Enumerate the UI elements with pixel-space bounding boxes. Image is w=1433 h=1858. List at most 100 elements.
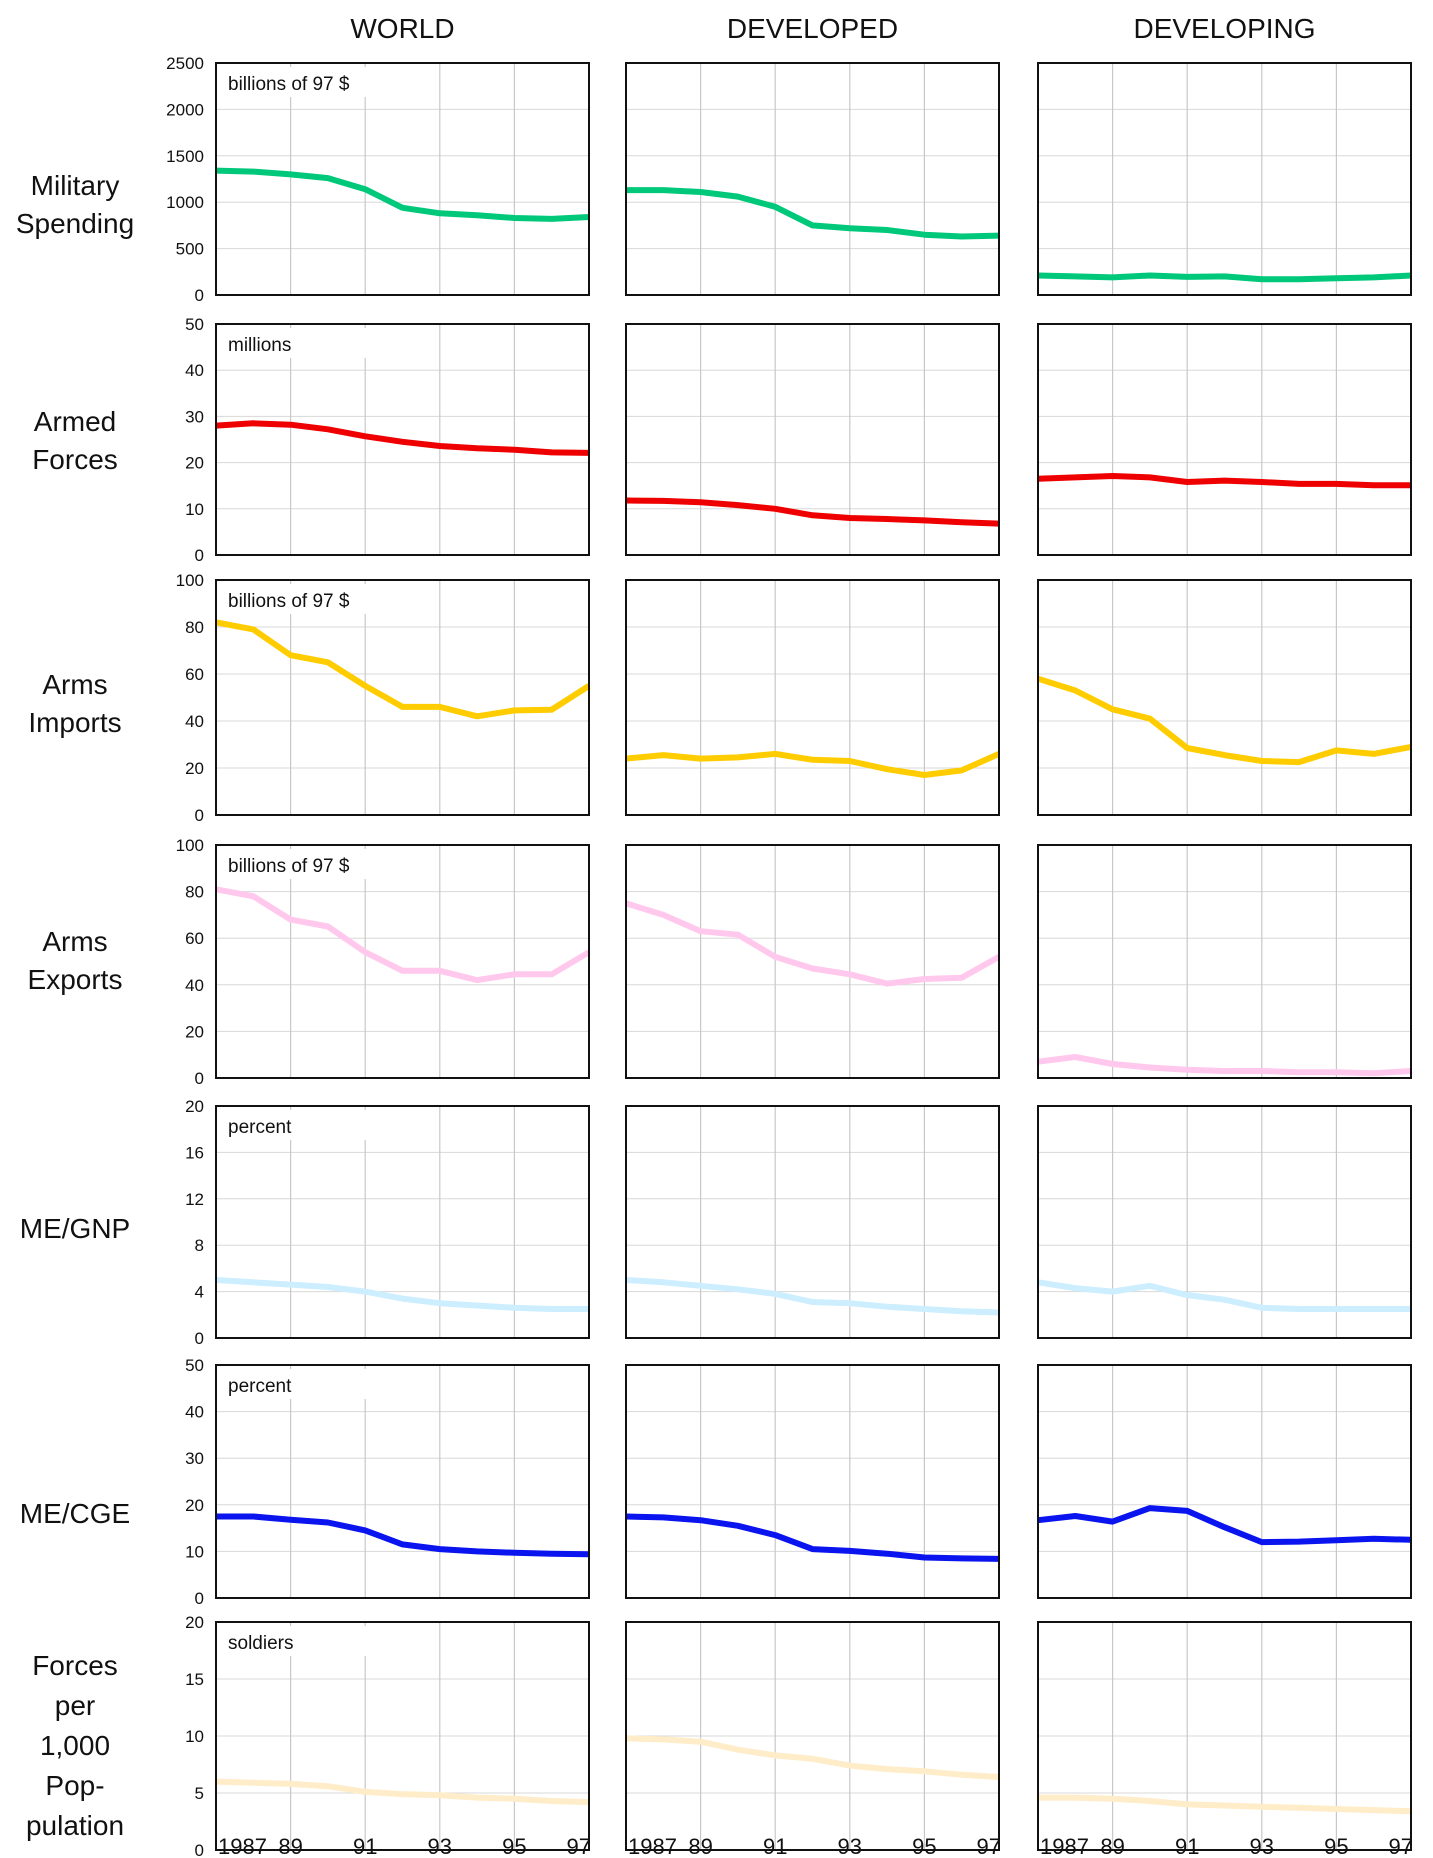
x-tick-label: 95 [1324, 1834, 1348, 1858]
panel-frame [215, 1105, 590, 1339]
unit-label: billions of 97 $ [228, 74, 350, 95]
unit-label-bg [220, 584, 380, 614]
x-tick-label: 97 [977, 1834, 1001, 1858]
x-tick-label: 89 [1100, 1834, 1124, 1858]
row-label-military-spending: Military Spending [16, 170, 134, 239]
panel-frame [215, 1621, 590, 1851]
series-line-arms-exports-world [215, 886, 591, 984]
y-tick-label: 50 [185, 315, 204, 334]
y-tick-label: 80 [185, 883, 204, 902]
y-tick-label: 5 [195, 1784, 204, 1803]
panel-arms-exports-developed [625, 844, 1001, 1079]
y-tick-label: 10 [185, 1542, 204, 1561]
y-tick-label: 10 [185, 500, 204, 519]
series-line-armed-forces-developed [625, 497, 1000, 527]
x-tick-label: 95 [912, 1834, 936, 1858]
panel-frame [215, 323, 590, 556]
panel-frame [1037, 1364, 1412, 1599]
panel-arms-imports-developed [625, 579, 1001, 816]
panel-me-gnp-world: percent [215, 1105, 590, 1339]
x-tick-label: 93 [838, 1834, 862, 1858]
unit-label: billions of 97 $ [228, 856, 350, 877]
series-line-arms-imports-developing [1037, 675, 1412, 766]
series-line-military-spending-developing [1037, 272, 1412, 283]
y-tick-label: 2500 [166, 54, 204, 73]
y-tick-label: 2000 [166, 100, 204, 119]
unit-label: percent [228, 1376, 292, 1397]
y-tick-label: 100 [176, 571, 204, 590]
series-line-forces-per-1-000-pop-ulation-developing [1038, 1794, 1412, 1815]
panel-military-spending-developing [1037, 62, 1412, 296]
panel-me-gnp-developing [1037, 1105, 1412, 1339]
panel-armed-forces-developing [1037, 323, 1412, 556]
panel-military-spending-developed [625, 62, 1000, 296]
x-tick-label: 93 [428, 1834, 452, 1858]
y-tick-label: 50 [185, 1356, 204, 1375]
x-tick-label: 89 [278, 1834, 302, 1858]
y-tick-label: 20 [185, 1613, 204, 1632]
series-line-military-spending-developed [626, 187, 1000, 240]
y-tick-label: 60 [185, 929, 204, 948]
series-line-me-cge-developing [1037, 1505, 1412, 1546]
row-label-arms-imports: Arms Imports [28, 669, 121, 738]
y-tick-label: 80 [185, 618, 204, 637]
y-tick-label: 16 [185, 1143, 204, 1162]
y-tick-label: 0 [195, 1841, 204, 1858]
y-tick-label: 0 [195, 286, 204, 305]
panel-frame [215, 1364, 590, 1599]
y-tick-label: 1000 [166, 193, 204, 212]
x-tick-label: 93 [1250, 1834, 1274, 1858]
series-line-forces-per-1-000-pop-ulation-world [215, 1778, 590, 1806]
series-line-military-spending-world [215, 167, 590, 222]
y-tick-label: 20 [185, 454, 204, 473]
column-header-world: WORLD [350, 13, 454, 44]
panel-me-gnp-developed [625, 1105, 1000, 1339]
unit-label-bg [220, 1110, 380, 1140]
y-tick-label: 60 [185, 665, 204, 684]
y-tick-label: 0 [195, 546, 204, 565]
panel-arms-imports-developing [1037, 579, 1412, 816]
panel-me-cge-world: percent [215, 1364, 590, 1599]
y-tick-label: 4 [195, 1283, 204, 1302]
x-tick-label: 89 [688, 1834, 712, 1858]
y-tick-label: 12 [185, 1190, 204, 1209]
panel-frame [1037, 579, 1412, 816]
y-tick-label: 0 [195, 1069, 204, 1088]
x-tick-label: 97 [1389, 1834, 1413, 1858]
y-tick-label: 100 [176, 836, 204, 855]
row-label-arms-exports: Arms Exports [28, 926, 123, 995]
panel-frame [625, 323, 1000, 556]
y-tick-label: 0 [195, 1589, 204, 1608]
series-line-me-cge-developed [625, 1513, 1000, 1562]
y-tick-label: 30 [185, 407, 204, 426]
row-label-me-cge: ME/CGE [20, 1498, 130, 1529]
y-tick-label: 0 [195, 1329, 204, 1348]
x-tick-label: 1987 [628, 1834, 677, 1858]
y-tick-label: 20 [185, 1097, 204, 1116]
y-tick-label: 10 [185, 1727, 204, 1746]
unit-label: percent [228, 1117, 292, 1138]
y-tick-label: 30 [185, 1449, 204, 1468]
y-tick-label: 0 [195, 806, 204, 825]
panel-armed-forces-world: millions [215, 323, 590, 556]
series-line-me-gnp-developing [1037, 1279, 1411, 1312]
x-tick-label: 91 [353, 1834, 377, 1858]
unit-label: billions of 97 $ [228, 591, 350, 612]
y-tick-label: 20 [185, 1022, 204, 1041]
series-line-arms-imports-developed [625, 750, 1001, 778]
panel-frame [1037, 1621, 1412, 1851]
y-tick-label: 15 [185, 1670, 204, 1689]
x-tick-label: 97 [567, 1834, 591, 1858]
panel-frame [1037, 62, 1412, 296]
x-tick-label: 91 [1175, 1834, 1199, 1858]
series-line-arms-exports-developed [625, 900, 1001, 987]
x-tick-label: 91 [763, 1834, 787, 1858]
x-tick-label: 1987 [1040, 1834, 1089, 1858]
panel-frame [625, 1364, 1000, 1599]
y-tick-label: 40 [185, 361, 204, 380]
unit-label: soldiers [228, 1633, 293, 1654]
series-line-me-gnp-world [215, 1277, 589, 1312]
panel-frame [625, 62, 1000, 296]
panel-frame [625, 1105, 1000, 1339]
